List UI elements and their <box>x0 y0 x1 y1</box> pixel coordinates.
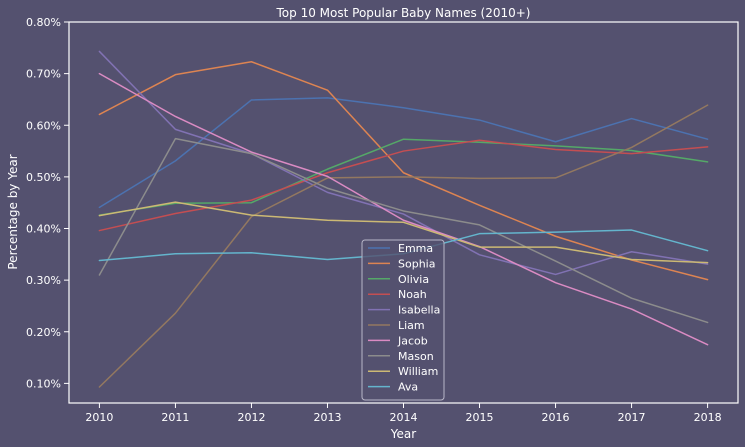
legend-label: William <box>398 365 438 378</box>
series-line-william <box>98 201 709 264</box>
x-tick-label: 2011 <box>161 411 189 424</box>
legend-label: Ava <box>398 381 418 394</box>
legend-label: Olivia <box>398 273 429 286</box>
legend-label: Emma <box>398 242 433 255</box>
series-line-noah <box>98 139 709 232</box>
x-tick-label: 2013 <box>313 411 341 424</box>
series-line-mason <box>98 137 709 324</box>
legend-label: Noah <box>398 288 427 301</box>
series-line-olivia <box>98 138 709 216</box>
series-line-emma <box>98 97 709 209</box>
legend: Emma Sophia Olivia Noah Isabella Liam Jacob Mas… <box>361 239 445 401</box>
legend-label: Jacob <box>397 334 428 347</box>
x-tick-label: 2010 <box>85 411 113 424</box>
series-layer <box>98 50 709 388</box>
y-tick-label: 0.20% <box>26 326 61 339</box>
legend-label: Liam <box>398 319 425 332</box>
legend-frame <box>361 239 445 401</box>
y-tick-label: 0.40% <box>26 223 61 236</box>
series-line-liam <box>98 104 709 388</box>
y-axis: 0.10% 0.20% 0.30% 0.40% 0.50% 0.60% 0.70% 0.80% <box>26 16 69 390</box>
x-tick-label: 2012 <box>237 411 265 424</box>
series-line-jacob <box>98 72 709 346</box>
y-tick-label: 0.80% <box>26 16 61 29</box>
y-tick-label: 0.60% <box>26 119 61 132</box>
chart-title: Top 10 Most Popular Baby Names (2010+) <box>276 6 531 20</box>
y-tick-label: 0.10% <box>26 377 61 390</box>
x-axis: 2010 2011 2012 2013 2014 2015 2016 2017 2018 <box>85 403 722 424</box>
y-tick-label: 0.70% <box>26 68 61 81</box>
x-tick-label: 2018 <box>694 411 722 424</box>
legend-label: Sophia <box>398 257 435 270</box>
y-tick-label: 0.50% <box>26 171 61 184</box>
x-tick-label: 2015 <box>466 411 494 424</box>
x-tick-label: 2016 <box>542 411 570 424</box>
series-line-sophia <box>98 61 709 281</box>
x-tick-label: 2014 <box>390 411 418 424</box>
x-tick-label: 2017 <box>618 411 646 424</box>
series-line-isabella <box>98 50 709 276</box>
legend-label: Mason <box>398 350 434 363</box>
y-axis-title: Percentage by Year <box>6 154 20 269</box>
legend-label: Isabella <box>398 304 440 317</box>
x-axis-title: Year <box>390 427 416 441</box>
y-tick-label: 0.30% <box>26 274 61 287</box>
